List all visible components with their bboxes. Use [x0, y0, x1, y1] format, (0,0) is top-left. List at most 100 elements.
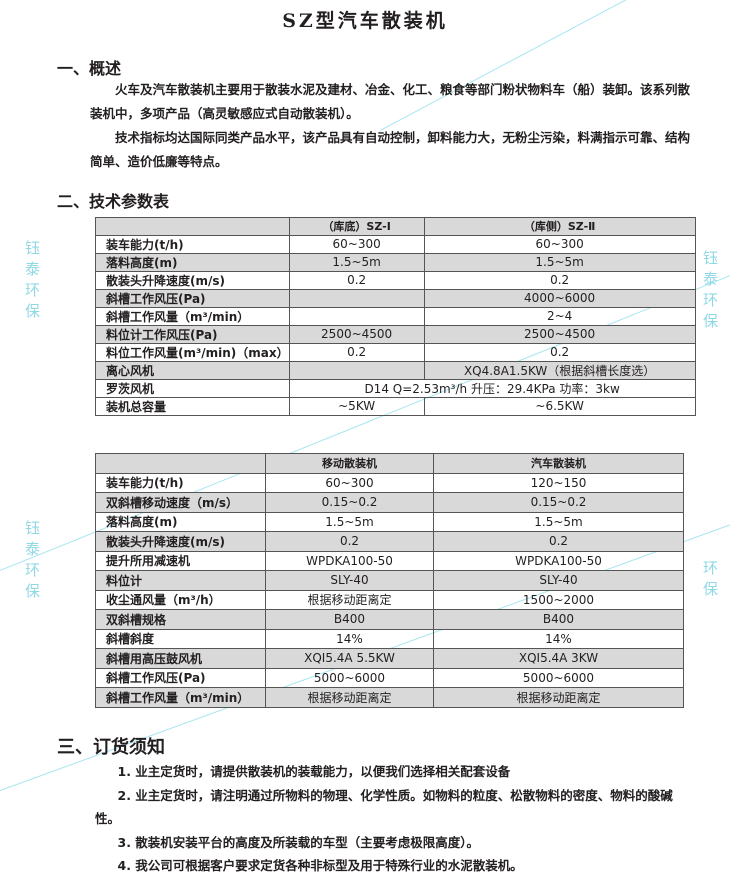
cell: B400	[433, 609, 684, 630]
cell: 120~150	[433, 472, 684, 493]
cell: 4000~6000	[423, 288, 696, 308]
cell: 2~4	[423, 306, 696, 326]
table-row: 散装头升降速度(m/s) 0.2 0.2	[95, 531, 684, 552]
cell: 根据移动距离定	[265, 589, 434, 610]
cell: 1.5~5m	[265, 511, 434, 532]
table-row: 落料高度(m) 1.5~5m 1.5~5m	[95, 511, 684, 532]
row-label	[95, 217, 290, 236]
row-label: 装车能力(t/h)	[95, 472, 266, 493]
cell: 1.5~5m	[433, 511, 684, 532]
table-row: 提升所用减速机 WPDKA100-50 WPDKA100-50	[95, 550, 684, 571]
cell: 0.2	[288, 342, 425, 362]
cell: 0.2	[265, 531, 434, 552]
note-item: 3. 散装机安装平台的高度及所装载的车型（主要考虑极限高度）。	[117, 834, 480, 850]
row-label: 斜槽用高压鼓风机	[95, 648, 266, 669]
spec-table-1: （库底）SZ-Ⅰ （库侧）SZ-Ⅱ 装车能力(t/h) 60~300 60~300 落料高…	[95, 217, 696, 416]
table-row: 双斜槽规格 B400 B400	[95, 609, 684, 630]
watermark: 钰泰环保	[23, 520, 41, 604]
note-item: 1. 业主定货时，请提供散装机的装载能力，以便我们选择相关配套设备	[117, 764, 511, 779]
cell: 0.2	[423, 342, 696, 362]
row-label: 装车能力(t/h)	[95, 234, 290, 254]
row-label: 斜槽工作风量（m³/min）	[95, 306, 290, 326]
cell: ~5KW	[288, 396, 425, 416]
cell: 1500~2000	[433, 589, 684, 610]
cell: 1.5~5m	[288, 252, 425, 272]
table-row: 落料高度(m) 1.5~5m 1.5~5m	[95, 252, 696, 272]
row-label: 提升所用减速机	[95, 550, 266, 571]
note-item: 2. 业主定货时，请注明通过所物料的物理、化学性质。如物料的粒度、松散物料的密度…	[95, 787, 673, 827]
cell: 2500~4500	[423, 324, 696, 344]
table-row: 装车能力(t/h) 60~300 120~150	[95, 472, 684, 493]
table-row: 料位计 SLY-40 SLY-40	[95, 570, 684, 591]
row-label: 双斜槽移动速度（m/s）	[95, 492, 266, 513]
table-row: 斜槽工作风量（m³/min） 根据移动距离定 根据移动距离定	[95, 687, 684, 708]
row-label: 斜槽工作风量（m³/min）	[95, 687, 266, 708]
row-label: 收尘通风量（m³/h）	[95, 589, 266, 610]
table-row: 斜槽斜度 14% 14%	[95, 628, 684, 649]
spec-table-2: 移动散装机 汽车散装机 装车能力(t/h) 60~300 120~150 双斜槽移动速度（…	[95, 453, 684, 708]
row-label: 双斜槽规格	[95, 609, 266, 630]
cell: 0.2	[423, 270, 696, 290]
cell: WPDKA100-50	[433, 550, 684, 571]
cell	[288, 306, 425, 326]
cell: WPDKA100-50	[265, 550, 434, 571]
cell: XQ4.8A1.5KW（根据斜槽长度选）	[423, 360, 696, 380]
table-row: 料位工作风量(m³/min)（max） 0.2 0.2	[95, 342, 696, 362]
row-label: 料位计	[95, 570, 266, 591]
cell: SLY-40	[433, 570, 684, 591]
paragraph: 火车及汽车散装机主要用于散装水泥及建材、冶金、化工、粮食等部门粉状物料车（船）装…	[90, 82, 691, 121]
cell: （库底）SZ-Ⅰ	[288, 217, 425, 236]
row-label: 斜槽斜度	[95, 628, 266, 649]
table-row: 散装头升降速度(m/s) 0.2 0.2	[95, 270, 696, 290]
cell: 2500~4500	[288, 324, 425, 344]
cell: 汽车散装机	[433, 453, 684, 474]
row-label: 罗茨风机	[95, 378, 290, 398]
section-heading: 一、概述	[57, 59, 122, 78]
section-heading: 三、订货须知	[57, 737, 165, 758]
row-label: 散装头升降速度(m/s)	[95, 270, 290, 290]
table-row: 装机总容量 ~5KW ~6.5KW	[95, 396, 696, 416]
cell: SLY-40	[265, 570, 434, 591]
table-row: 双斜槽移动速度（m/s） 0.15~0.2 0.15~0.2	[95, 492, 684, 513]
section-heading: 二、技术参数表	[57, 192, 170, 211]
table-row: 斜槽工作风压(Pa) 5000~6000 5000~6000	[95, 667, 684, 688]
cell: 根据移动距离定	[433, 687, 684, 708]
watermark: 钰泰环保	[23, 240, 41, 324]
cell: 60~300	[265, 472, 434, 493]
table-row: 斜槽工作风量（m³/min） 2~4	[95, 306, 696, 326]
table-header-row: 移动散装机 汽车散装机	[95, 453, 684, 474]
watermark: 环保	[701, 560, 719, 602]
table-row: 离心风机 XQ4.8A1.5KW（根据斜槽长度选）	[95, 360, 696, 380]
cell: B400	[265, 609, 434, 630]
cell	[288, 360, 425, 380]
table-row: 罗茨风机 D14 Q=2.53m³/h 升压：29.4KPa 功率：3kw	[95, 378, 696, 398]
row-label	[95, 453, 266, 474]
row-label: 斜槽工作风压(Pa)	[95, 288, 290, 308]
row-label: 料位计工作风压(Pa)	[95, 324, 290, 344]
cell	[288, 288, 425, 308]
cell: 0.2	[433, 531, 684, 552]
row-label: 装机总容量	[95, 396, 290, 416]
cell: 根据移动距离定	[265, 687, 434, 708]
row-label: 离心风机	[95, 360, 290, 380]
paragraph: 技术指标均达国际同类产品水平，该产品具有自动控制，卸料能力大，无粉尘污染，料满指…	[90, 130, 691, 169]
cell: 移动散装机	[265, 453, 434, 474]
row-label: 落料高度(m)	[95, 511, 266, 532]
cell: 60~300	[423, 234, 696, 254]
cell: D14 Q=2.53m³/h 升压：29.4KPa 功率：3kw	[288, 378, 696, 398]
note-item: 4. 我公司可根据客户要求定货各种非标型及用于特殊行业的水泥散装机。	[117, 858, 523, 873]
table-row: 斜槽工作风压(Pa) 4000~6000	[95, 288, 696, 308]
order-notes: 1. 业主定货时，请提供散装机的装载能力，以便我们选择相关配套设备 2. 业主定…	[95, 760, 695, 878]
row-label: 落料高度(m)	[95, 252, 290, 272]
table-row: 料位计工作风压(Pa) 2500~4500 2500~4500	[95, 324, 696, 344]
row-label: 斜槽工作风压(Pa)	[95, 667, 266, 688]
page-title: SZ型汽车散装机	[282, 10, 448, 32]
table-row: 装车能力(t/h) 60~300 60~300	[95, 234, 696, 254]
cell: XQI5.4A 3KW	[433, 648, 684, 669]
table-row: 收尘通风量（m³/h） 根据移动距离定 1500~2000	[95, 589, 684, 610]
watermark: 钰泰环保	[701, 250, 719, 334]
row-label: 料位工作风量(m³/min)（max）	[95, 342, 290, 362]
cell: 1.5~5m	[423, 252, 696, 272]
cell: 5000~6000	[265, 667, 434, 688]
cell: （库侧）SZ-Ⅱ	[423, 217, 696, 236]
